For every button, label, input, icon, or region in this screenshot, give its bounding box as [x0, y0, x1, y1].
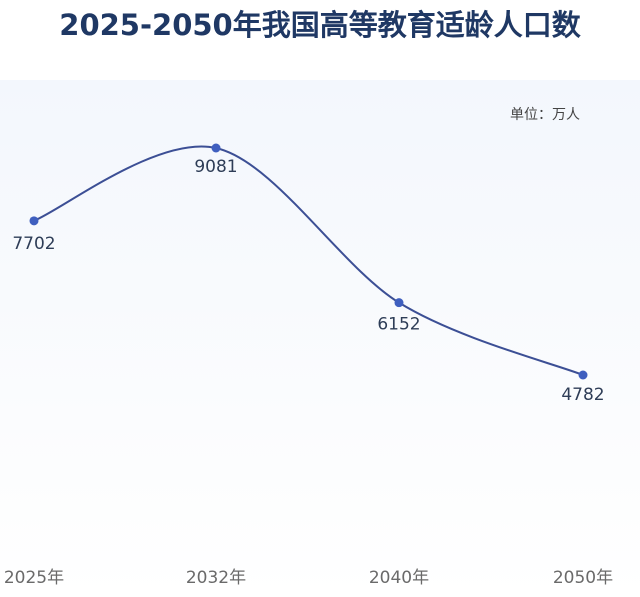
- data-labels: 7702 9081 6152 4782: [12, 157, 604, 405]
- x-axis-tick-labels: 2025年 2032年 2040年 2050年: [4, 568, 613, 588]
- data-point-0: [29, 216, 39, 226]
- x-tick-label-2: 2040年: [369, 568, 429, 588]
- data-point-3: [578, 370, 588, 380]
- x-tick-label-1: 2032年: [186, 568, 246, 588]
- series-line: [33, 145, 584, 376]
- data-label-1: 9081: [194, 157, 237, 177]
- chart-title: 2025-2050年我国高等教育适龄人口数: [59, 8, 581, 42]
- x-tick-label-3: 2050年: [553, 568, 613, 588]
- data-label-3: 4782: [561, 385, 604, 405]
- data-point-2: [394, 298, 404, 308]
- data-point-1: [211, 143, 221, 153]
- data-points: [29, 143, 588, 380]
- data-label-0: 7702: [12, 234, 55, 254]
- x-tick-label-0: 2025年: [4, 568, 64, 588]
- unit-label: 单位：万人: [510, 107, 580, 123]
- chart-background: [0, 80, 640, 597]
- data-label-2: 6152: [377, 315, 420, 335]
